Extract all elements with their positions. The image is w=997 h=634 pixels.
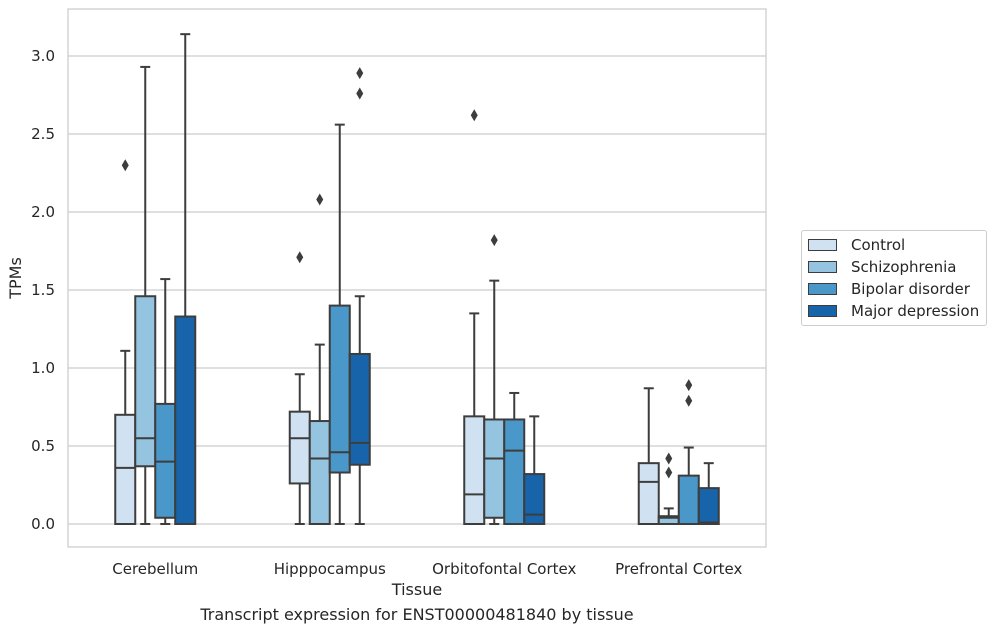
box bbox=[174, 315, 197, 525]
legend-item-control: Control bbox=[808, 235, 905, 255]
outlier-point bbox=[685, 394, 693, 407]
legend-item-bipolar-disorder: Bipolar disorder bbox=[808, 279, 970, 299]
box bbox=[114, 413, 137, 525]
box bbox=[523, 473, 546, 525]
outlier-point bbox=[665, 452, 673, 465]
legend-label: Schizophrenia bbox=[851, 258, 957, 276]
y-tick-label: 1.0 bbox=[31, 359, 55, 377]
box bbox=[308, 420, 331, 526]
box bbox=[288, 410, 311, 485]
y-axis: 0.0 0.5 1.0 1.5 2.0 2.5 3.0 bbox=[31, 47, 55, 533]
legend-label: Major depression bbox=[851, 302, 980, 320]
box bbox=[328, 304, 351, 474]
legend-swatch bbox=[808, 239, 837, 251]
outlier-point bbox=[296, 251, 304, 264]
box bbox=[637, 462, 660, 526]
y-tick-label: 1.5 bbox=[31, 281, 55, 299]
x-tick-label: Hipppocampus bbox=[274, 560, 386, 578]
y-tick-label: 2.5 bbox=[31, 125, 55, 143]
x-axis: Cerebellum Hipppocampus Orbitofontal Corte… bbox=[112, 560, 742, 578]
legend: Control Schizophrenia Bipolar disorder M… bbox=[801, 230, 987, 326]
outlier-point bbox=[490, 234, 498, 247]
box bbox=[697, 487, 720, 525]
box bbox=[348, 352, 371, 466]
legend-label: Control bbox=[851, 236, 906, 254]
box bbox=[503, 418, 526, 526]
x-tick-label: Cerebellum bbox=[112, 560, 198, 578]
figure-caption: Transcript expression for ENST0000048184… bbox=[200, 605, 634, 624]
y-tick-label: 2.0 bbox=[31, 203, 55, 221]
y-tick-label: 0.0 bbox=[31, 515, 55, 533]
box bbox=[677, 474, 700, 526]
box bbox=[463, 415, 486, 525]
outlier-point bbox=[685, 379, 693, 392]
outlier-point bbox=[356, 87, 364, 100]
outlier-point bbox=[470, 109, 478, 122]
outlier-point bbox=[316, 193, 324, 206]
y-tick-label: 3.0 bbox=[31, 47, 55, 65]
legend-swatch bbox=[808, 261, 837, 273]
legend-swatch bbox=[808, 305, 837, 317]
plot-frame bbox=[67, 8, 767, 548]
outlier-point bbox=[121, 159, 129, 172]
box-series bbox=[114, 33, 720, 526]
outlier-point bbox=[356, 67, 364, 80]
x-tick-label: Orbitofontal Cortex bbox=[432, 560, 576, 578]
x-axis-label: Tissue bbox=[391, 580, 442, 599]
y-tick-label: 0.5 bbox=[31, 437, 55, 455]
y-axis-label: TPMs bbox=[6, 257, 25, 300]
box bbox=[483, 418, 506, 519]
legend-item-schizophrenia: Schizophrenia bbox=[808, 257, 956, 277]
legend-item-major-depression: Major depression bbox=[808, 301, 979, 321]
outlier-point bbox=[665, 466, 673, 479]
x-tick-label: Prefrontal Cortex bbox=[615, 560, 742, 578]
legend-label: Bipolar disorder bbox=[851, 280, 970, 298]
box bbox=[134, 295, 157, 468]
legend-swatch bbox=[808, 283, 837, 295]
